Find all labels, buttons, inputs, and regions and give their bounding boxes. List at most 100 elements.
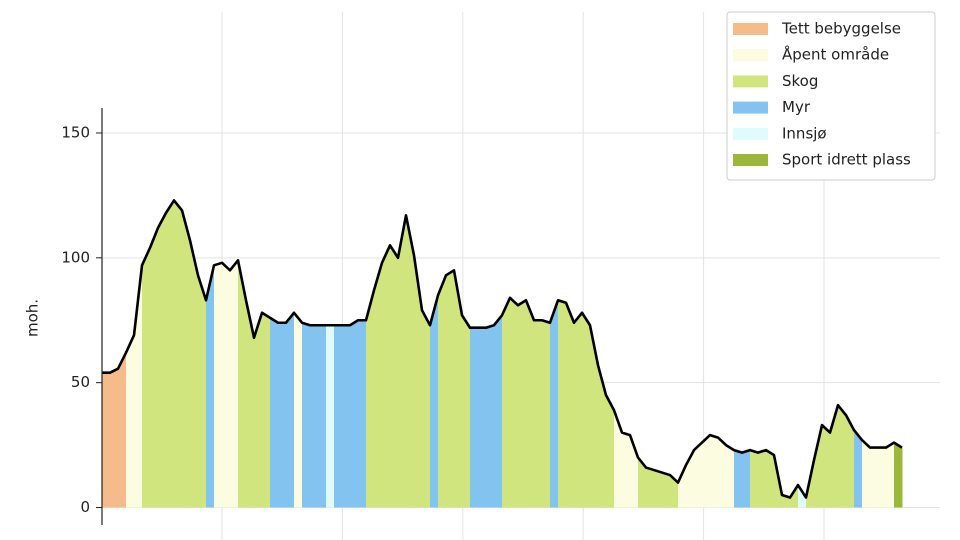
y-axis-label: moh. xyxy=(24,299,42,337)
cover-segment xyxy=(174,200,183,508)
legend-swatch xyxy=(733,154,768,166)
cover-segment xyxy=(198,275,207,508)
legend-swatch xyxy=(733,23,768,35)
cover-segment xyxy=(142,247,151,508)
cover-segment xyxy=(606,395,615,508)
cover-segment xyxy=(238,260,247,508)
cover-segment xyxy=(758,450,767,508)
cover-segment xyxy=(830,405,839,508)
cover-segment xyxy=(230,260,239,508)
cover-segment xyxy=(366,290,375,508)
cover-segment xyxy=(534,320,543,508)
cover-segment xyxy=(382,245,391,508)
cover-segment xyxy=(558,300,567,508)
cover-segment xyxy=(790,485,799,508)
y-tick-label: 150 xyxy=(61,123,90,141)
cover-segment xyxy=(158,212,167,508)
cover-segment xyxy=(694,442,703,508)
cover-segment xyxy=(190,240,199,508)
cover-segment xyxy=(526,300,535,508)
legend-swatch xyxy=(733,101,768,114)
cover-segment xyxy=(622,432,631,508)
cover-segment xyxy=(870,447,879,508)
cover-segment xyxy=(334,325,343,508)
cover-segment xyxy=(662,472,671,508)
cover-segment xyxy=(166,200,175,508)
cover-segment xyxy=(878,447,887,508)
cover-segment xyxy=(318,325,327,508)
cover-segment xyxy=(750,450,759,508)
cover-segment xyxy=(422,310,431,508)
cover-segment xyxy=(206,265,215,508)
cover-segment xyxy=(430,295,439,508)
cover-segment xyxy=(590,325,599,508)
cover-segment xyxy=(814,425,823,508)
legend-label: Tett bebyggelse xyxy=(781,20,901,38)
cover-segment xyxy=(462,315,471,508)
cover-segment xyxy=(110,368,119,508)
cover-segment xyxy=(614,410,623,508)
cover-segment xyxy=(126,335,135,508)
y-tick-label: 0 xyxy=(80,498,90,516)
cover-segment xyxy=(846,415,855,508)
cover-segment xyxy=(358,320,367,508)
cover-segment xyxy=(550,300,559,508)
cover-segment xyxy=(478,327,487,508)
legend-label: Myr xyxy=(782,98,811,116)
cover-segment xyxy=(270,317,279,508)
cover-segment xyxy=(182,210,191,508)
cover-segment xyxy=(566,302,575,508)
cover-segment xyxy=(438,275,447,508)
legend-label: Innsjø xyxy=(782,124,827,142)
cover-segment xyxy=(390,245,399,508)
cover-segment xyxy=(542,320,551,508)
cover-segment xyxy=(838,405,847,508)
cover-segment xyxy=(678,465,687,508)
cover-segment xyxy=(214,262,223,508)
cover-segment xyxy=(638,457,647,508)
cover-segment xyxy=(702,435,711,508)
cover-segment xyxy=(278,322,287,508)
cover-segment xyxy=(510,297,519,508)
cover-segment xyxy=(646,467,655,508)
cover-segment xyxy=(718,437,727,508)
cover-segment xyxy=(262,312,271,508)
cover-segment xyxy=(766,450,775,508)
cover-segment xyxy=(414,255,423,508)
legend-label: Sport idrett plass xyxy=(782,151,911,169)
cover-segment xyxy=(502,297,511,508)
y-tick-label: 100 xyxy=(61,248,90,266)
cover-segment xyxy=(446,270,455,508)
cover-segment xyxy=(894,442,903,508)
cover-segment xyxy=(734,450,743,508)
legend-box xyxy=(726,11,936,181)
legend-swatch xyxy=(733,127,768,140)
cover-segment xyxy=(454,270,463,508)
cover-segment xyxy=(374,262,383,508)
cover-segment xyxy=(854,430,863,508)
cover-segment xyxy=(654,470,663,508)
cover-segment xyxy=(518,300,527,508)
cover-segment xyxy=(598,365,607,508)
cover-segment xyxy=(150,227,159,508)
cover-segment xyxy=(254,312,263,508)
cover-segment xyxy=(710,435,719,508)
cover-segment xyxy=(118,352,127,508)
cover-segment xyxy=(726,445,735,508)
cover-segment xyxy=(342,325,351,508)
cover-segment xyxy=(686,450,695,508)
cover-segment xyxy=(494,315,503,508)
legend-label: Åpent område xyxy=(782,45,889,64)
cover-segment xyxy=(582,312,591,508)
cover-segment xyxy=(350,320,359,508)
cover-segment xyxy=(406,215,415,508)
legend-swatch xyxy=(733,75,768,88)
cover-segment xyxy=(246,300,255,508)
cover-segment xyxy=(886,442,895,508)
cover-segment xyxy=(742,450,751,508)
cover-segment xyxy=(862,440,871,508)
cover-segment xyxy=(822,425,831,508)
legend-label: Skog xyxy=(782,72,818,90)
cover-segment xyxy=(574,312,583,508)
